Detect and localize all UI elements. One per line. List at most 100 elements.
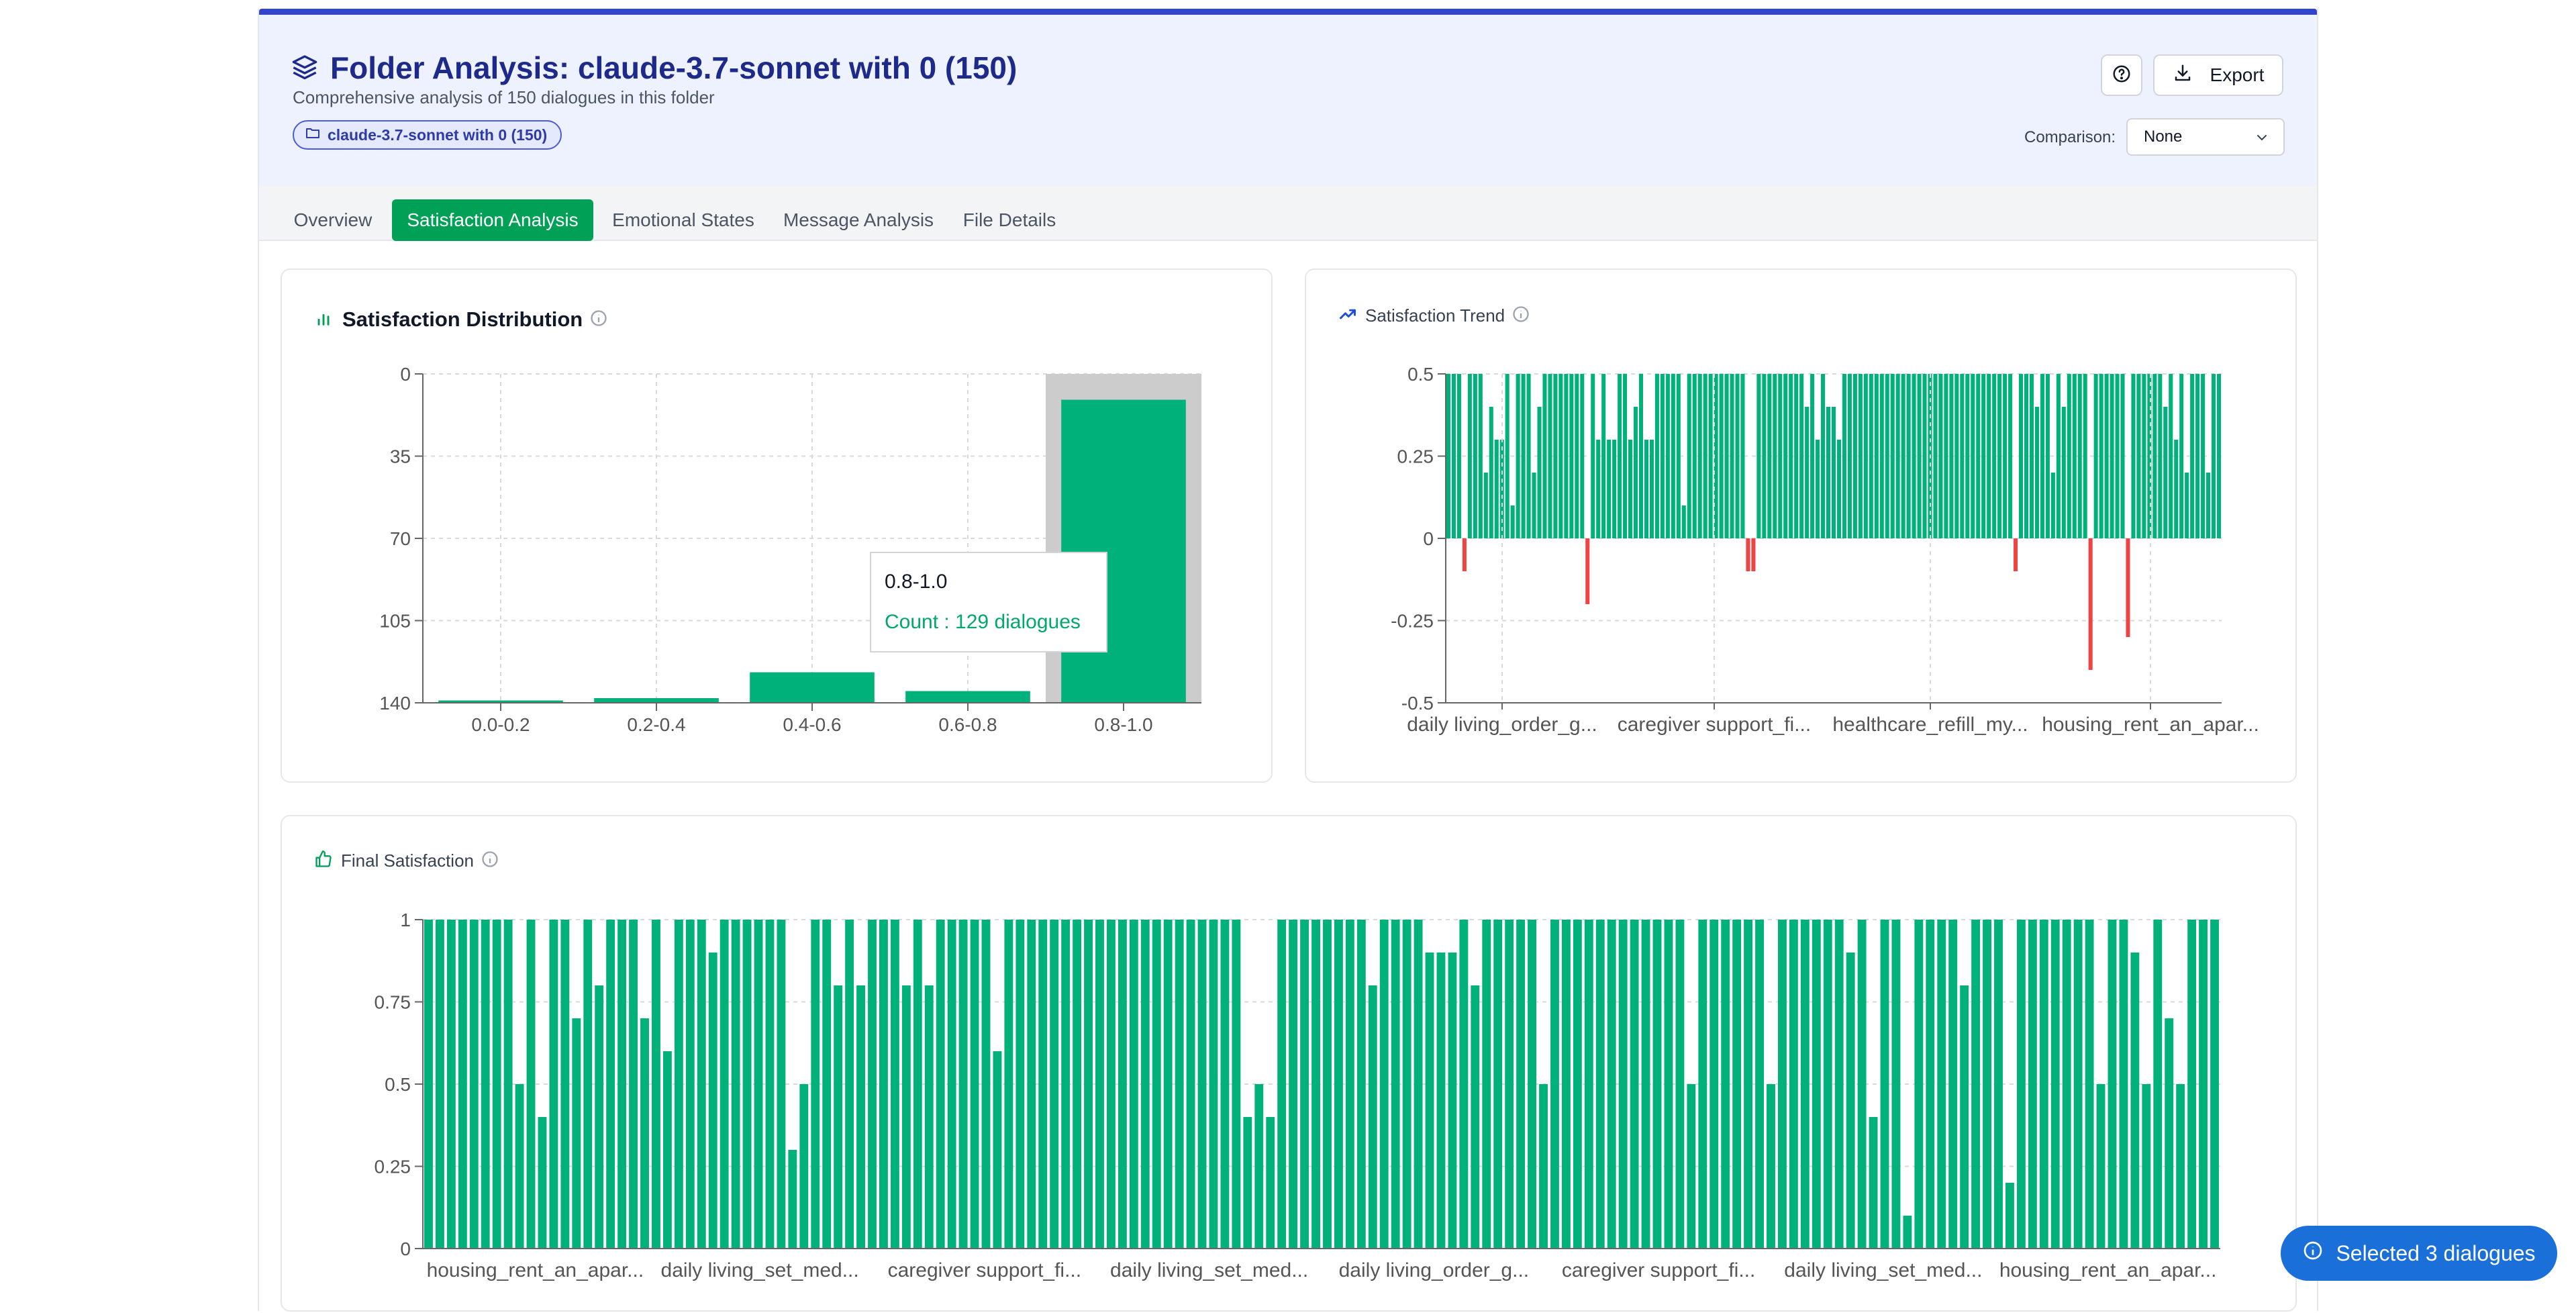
bar — [1903, 1216, 1912, 1249]
bar — [901, 985, 911, 1249]
bar — [1628, 440, 1633, 538]
bar — [1489, 407, 1493, 538]
bar — [1744, 920, 1753, 1249]
bar — [549, 920, 558, 1249]
x-tick-label: daily living_set_med... — [1784, 1259, 1982, 1281]
bar — [1197, 920, 1207, 1249]
bar — [1483, 473, 1488, 538]
tab-emotional-states[interactable]: Emotional States — [612, 209, 754, 230]
bar — [981, 920, 991, 1249]
bar — [1564, 374, 1569, 538]
bar — [1462, 538, 1467, 571]
bar — [1289, 920, 1298, 1249]
page-subtitle: Comprehensive analysis of 150 dialogues … — [293, 87, 715, 107]
bar — [1885, 374, 1889, 538]
bar — [2104, 374, 2109, 538]
bar — [1607, 440, 1612, 538]
tab-overview[interactable]: Overview — [293, 209, 373, 230]
bar — [515, 1084, 524, 1249]
bar — [1730, 374, 1734, 538]
bar — [1901, 374, 1905, 538]
bar — [1960, 985, 1969, 1249]
bar — [1356, 920, 1366, 1249]
bar — [1922, 374, 1927, 538]
bar — [2099, 374, 2103, 538]
bar — [1473, 374, 1477, 538]
bar — [1965, 374, 1970, 538]
tooltip-label: 0.8-1.0 — [885, 571, 948, 593]
y-tick-label: 0 — [400, 1238, 411, 1259]
bar — [1852, 374, 1857, 538]
bar — [1558, 374, 1563, 538]
bar — [1812, 920, 1821, 1249]
bar — [1912, 374, 1916, 538]
bar — [1521, 374, 1526, 538]
comparison-select[interactable]: None — [2126, 118, 2285, 156]
bar — [1027, 920, 1036, 1249]
bar — [2158, 374, 2163, 538]
bar — [560, 920, 570, 1249]
bar — [2179, 374, 2184, 538]
bar — [1880, 920, 1889, 1249]
bar — [2153, 920, 2163, 1249]
bar — [2073, 920, 2083, 1249]
bar — [856, 985, 865, 1249]
bar — [1537, 407, 1542, 538]
bar — [1425, 953, 1434, 1249]
bar — [1391, 920, 1400, 1249]
bar — [1767, 1084, 1775, 1249]
distribution-chart: 0 35 70 105 140 0.0-0.2 0.2-0.4 0.4-0.6 0.6-0.8 0… — [379, 364, 1201, 735]
bar — [750, 672, 875, 703]
bar — [1175, 920, 1184, 1249]
distribution-title: Satisfaction Distribution — [342, 307, 583, 331]
y-tick-label: 35 — [390, 446, 411, 467]
info-icon[interactable] — [1512, 305, 1530, 327]
bar — [1926, 920, 1935, 1249]
selected-dialogues-button[interactable]: Selected 3 dialogues — [2281, 1226, 2557, 1281]
info-icon — [2302, 1240, 2336, 1267]
bar — [1948, 920, 1958, 1249]
tab-message-analysis[interactable]: Message Analysis — [783, 209, 934, 230]
bar — [879, 920, 888, 1249]
bar — [2185, 473, 2189, 538]
x-tick-label: caregiver support_fi... — [1562, 1259, 1755, 1281]
bar — [1633, 407, 1638, 538]
bar — [2050, 473, 2055, 538]
bar — [1209, 920, 1218, 1249]
bar — [1510, 505, 1515, 538]
bar — [1542, 374, 1547, 538]
bar — [572, 1018, 581, 1249]
y-tick-label: 0 — [400, 364, 411, 385]
bar — [1917, 374, 1922, 538]
bar — [2176, 1084, 2185, 1249]
final-card: Final Satisfaction 1 0.75 0.5 0.25 0 housing_… — [281, 815, 2297, 1312]
info-icon[interactable] — [589, 309, 608, 331]
bar — [2119, 920, 2128, 1249]
bar — [2126, 538, 2130, 637]
bar — [1971, 374, 1975, 538]
tab-satisfaction-analysis[interactable]: Satisfaction Analysis — [392, 199, 593, 241]
bar — [2210, 920, 2219, 1249]
bar — [811, 920, 820, 1249]
export-button[interactable]: Export — [2153, 54, 2283, 96]
x-tick-label: housing_rent_an_apar... — [427, 1259, 644, 1281]
bar — [765, 920, 775, 1249]
help-circle-icon — [2112, 64, 2132, 87]
bar — [2174, 440, 2179, 538]
bar — [1591, 374, 1595, 538]
bar — [993, 1051, 1002, 1249]
bar — [1015, 920, 1025, 1249]
bar — [594, 698, 719, 703]
y-tick-label: 0.25 — [1397, 446, 1434, 467]
bar — [1676, 374, 1681, 538]
help-button[interactable] — [2101, 54, 2142, 96]
bar — [1816, 440, 1820, 538]
bar — [1789, 374, 1793, 538]
bar — [1992, 374, 1997, 538]
bar — [1799, 374, 1804, 538]
info-icon[interactable] — [481, 850, 499, 872]
tab-file-details[interactable]: File Details — [962, 209, 1056, 230]
bar — [1152, 920, 1161, 1249]
folder-badge[interactable]: claude-3.7-sonnet with 0 (150) — [293, 120, 562, 150]
bar — [1714, 374, 1718, 538]
